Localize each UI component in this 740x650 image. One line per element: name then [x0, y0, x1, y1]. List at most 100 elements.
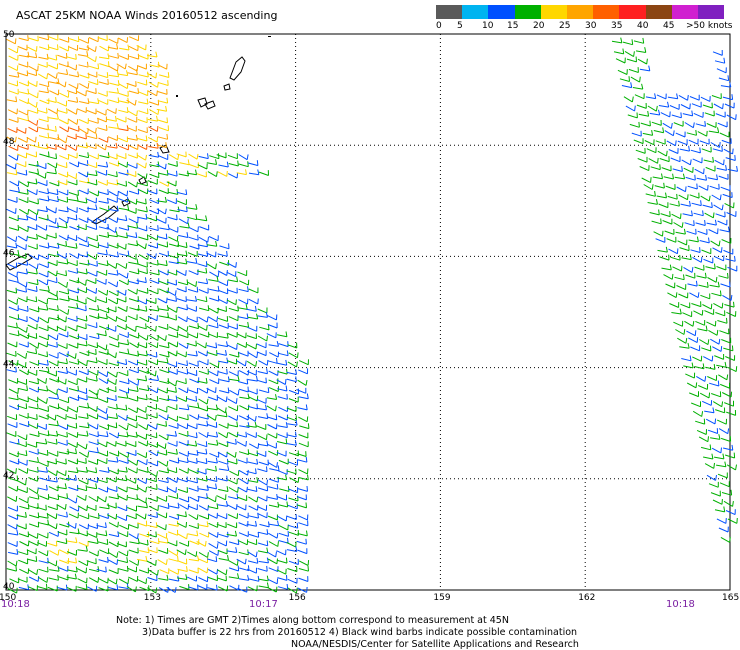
wind-barb — [6, 366, 17, 373]
wind-barb — [68, 83, 79, 90]
wind-barb — [29, 431, 40, 437]
wind-barb — [128, 379, 140, 386]
wind-barb — [107, 197, 118, 203]
wind-barb — [197, 251, 209, 257]
wind-barb — [98, 378, 109, 385]
wind-barb — [227, 421, 239, 428]
wind-barb — [188, 402, 200, 409]
wind-barb — [26, 556, 38, 562]
wind-barb — [138, 254, 149, 261]
wind-barb — [228, 565, 240, 572]
wind-barb — [159, 367, 170, 374]
wind-barb — [206, 159, 218, 165]
wind-barb — [689, 391, 699, 398]
wind-barb — [177, 360, 188, 367]
wind-barb — [47, 162, 58, 169]
wind-barb — [138, 385, 150, 392]
wind-barb — [87, 170, 98, 177]
wind-barb — [683, 167, 694, 173]
wind-barb — [198, 398, 209, 405]
wind-barb — [138, 234, 149, 241]
wind-barb — [69, 505, 80, 512]
wind-barb — [118, 431, 129, 438]
wind-barb — [682, 210, 693, 217]
wind-barb — [97, 179, 108, 186]
wind-barb — [647, 105, 658, 112]
wind-barb — [98, 232, 110, 238]
wind-barb — [269, 465, 280, 472]
wind-barb — [68, 406, 79, 413]
wind-barb — [46, 125, 57, 132]
wind-barb — [686, 330, 697, 337]
wind-barb — [86, 197, 97, 204]
wind-barb — [176, 378, 187, 385]
wind-barb — [703, 257, 714, 264]
wind-barb — [168, 520, 179, 527]
wind-barb — [138, 539, 149, 546]
wind-barb — [219, 387, 230, 394]
wind-barb — [68, 287, 79, 294]
wind-barb — [76, 305, 87, 312]
wind-barb — [147, 495, 158, 502]
wind-barb — [128, 522, 139, 529]
coastline — [197, 97, 208, 108]
wind-barb — [266, 414, 278, 421]
wind-barb — [257, 565, 268, 572]
wind-barb — [87, 585, 98, 592]
wind-barb — [658, 202, 669, 209]
wind-barb — [37, 180, 48, 187]
wind-barb — [89, 313, 100, 320]
wind-barb — [88, 447, 99, 454]
wind-barb — [257, 505, 268, 512]
wind-barb — [669, 302, 680, 308]
wind-barb — [148, 460, 159, 467]
wind-barb — [157, 241, 169, 248]
wind-barb — [138, 567, 149, 574]
wind-barb — [27, 178, 38, 185]
wind-barb — [683, 362, 694, 369]
wind-barb — [287, 419, 298, 426]
wind-barb — [77, 142, 88, 149]
wind-barb — [198, 432, 209, 438]
wind-barb — [207, 476, 218, 482]
wind-barb — [177, 368, 189, 375]
wind-barb — [686, 382, 698, 389]
wind-barb — [38, 53, 49, 60]
wind-barb — [8, 54, 19, 61]
wind-barb — [118, 348, 130, 355]
wind-barb — [67, 235, 78, 242]
wind-barb — [97, 289, 109, 296]
wind-barb — [127, 415, 137, 422]
wind-barb — [79, 422, 90, 429]
wind-barb — [26, 348, 38, 355]
wind-barb — [136, 323, 147, 330]
wind-barb — [96, 522, 107, 529]
wind-barb — [18, 558, 29, 565]
wind-barb — [207, 171, 218, 178]
wind-barb — [38, 116, 49, 123]
wind-barb — [46, 207, 57, 214]
wind-barb — [29, 512, 40, 519]
wind-barb — [59, 309, 70, 315]
wind-barb — [128, 350, 140, 357]
wind-barb — [157, 406, 168, 413]
wind-barb — [118, 224, 130, 231]
wind-barb — [692, 355, 703, 362]
wind-barb — [67, 108, 78, 115]
wind-barb — [208, 542, 219, 549]
wind-barb — [8, 88, 19, 95]
wind-barb — [158, 434, 169, 441]
wind-barb — [167, 189, 179, 195]
wind-barb — [267, 586, 278, 593]
wind-barb — [97, 170, 108, 176]
wind-barb — [678, 94, 689, 101]
wind-barb — [107, 179, 119, 186]
wind-barb — [7, 560, 18, 567]
wind-barb — [16, 152, 28, 159]
wind-barb — [138, 98, 149, 105]
wind-barb — [127, 222, 139, 229]
wind-barb — [727, 166, 738, 172]
wind-barb — [726, 464, 737, 471]
wind-barb — [17, 459, 28, 466]
wind-barb — [689, 94, 700, 101]
